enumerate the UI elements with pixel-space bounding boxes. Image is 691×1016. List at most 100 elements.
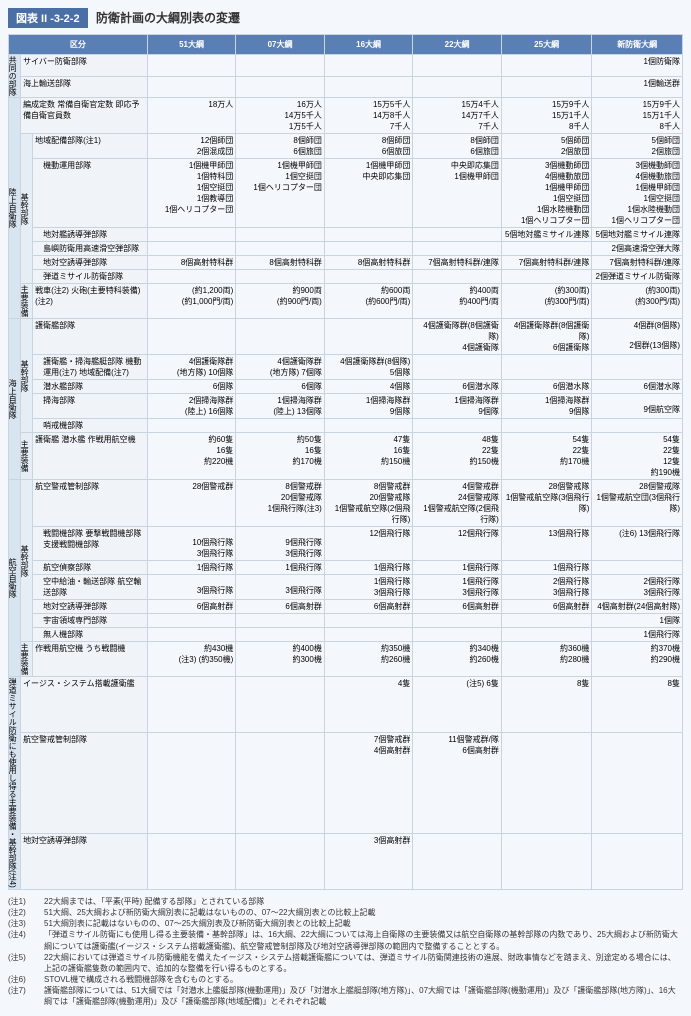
row-label: 航空偵察部隊 [33,561,148,575]
sub-soubi: 主要装備 [21,642,33,677]
data-cell: 8個師団 6個旅団 [236,134,325,159]
note-tag: (注4) [8,929,44,951]
data-cell [236,628,325,642]
data-cell: 1個飛行隊 3個飛行隊 [413,575,502,600]
data-cell: 1個機甲師団 1個特科団 1個空挺団 1個教導団 1個ヘリコプター団 [147,159,236,228]
sub-kikan: 基幹部隊 [21,134,33,284]
data-cell: 2個飛行隊 3個飛行隊 [592,575,683,600]
table-row: 弾道ミサイル防衛部隊2個弾道ミサイル防衛隊 [9,270,683,284]
table-row: 海上輸送部隊1個輸送群 [9,76,683,98]
table-row: 島嶼防衛用高速滑空弾部隊2個高速滑空弾大隊 [9,242,683,256]
col-51: 51大綱 [147,35,236,55]
table-row: 潜水艦部隊6個隊6個隊4個隊6個潜水隊6個潜水隊6個潜水隊 [9,380,683,394]
figure-label: 図表 II -3-2-2 [8,8,88,28]
branch-joint: 共同の部隊 [9,55,21,98]
data-cell [147,419,236,433]
data-cell [501,628,592,642]
data-cell: 5個地対艦ミサイル連隊 [592,228,683,242]
col-new: 新防衛大綱 [592,35,683,55]
note-line: (注7)護衛艦部隊については、51大綱では「対潜水上艦艇部隊(機動運用)」及び「… [8,985,683,1007]
data-cell [501,833,592,889]
col-07: 07大綱 [236,35,325,55]
note-line: (注6)STOVL機で構成される戦闘機部隊を含むものとする。 [8,974,683,985]
figure-title: 防衛計画の大綱別表の変遷 [96,9,240,26]
data-cell: 11個警戒群/隊 6個高射群 [413,733,502,833]
data-cell: 1個掃海隊群 9個隊 [413,394,502,419]
note-line: (注5)22大綱においては弾道ミサイル防衛機能を備えたイージス・システム搭載護衛… [8,952,683,974]
data-cell: 16万人 14万5千人 1万5千人 [236,98,325,134]
row-label: 地対空誘導弾部隊 [33,256,148,270]
note-tag: (注5) [8,952,44,974]
data-cell: 6個高射群 [324,600,413,614]
data-cell: 5個師団 2個旅団 [501,134,592,159]
row-label: イージス・システム搭載護衛艦 [21,677,148,733]
data-cell: 4隻 [324,677,413,733]
data-cell [592,561,683,575]
sub-soubi: 主要装備 [21,284,33,319]
row-label: 地対艦誘導弾部隊 [33,228,148,242]
table-row: 主要装備護衛艦 潜水艦 作戦用航空機約60隻 16隻 約220機約50隻 16隻… [9,433,683,480]
data-cell: 47隻 16隻 約150機 [324,433,413,480]
data-cell: 1個飛行隊 [324,561,413,575]
data-cell: 18万人 [147,98,236,134]
note-tag: (注3) [8,918,44,929]
data-cell: 4個隊 [324,380,413,394]
data-cell: 約400両 約400門/両 [413,284,502,319]
data-cell: 中央即応集団 1個機甲師団 [413,159,502,228]
data-cell [147,55,236,77]
note-line: (注3)51大綱別表に記載はないものの、07〜25大綱別表及び新防衛大綱別表との… [8,918,683,929]
data-cell [236,319,325,355]
data-cell: 13個飛行隊 [501,527,592,561]
data-cell: 54隻 22隻 約170機 [501,433,592,480]
data-cell: 12個師団 2個混成団 [147,134,236,159]
table-row: 戦闘機部隊 要撃戦闘機部隊 支援戦闘機部隊 10個飛行隊 3個飛行隊 9個飛行隊… [9,527,683,561]
data-cell [413,614,502,628]
table-row: 地対空誘導弾部隊8個高射特科群8個高射特科群8個高射特科群7個高射特科群/連隊7… [9,256,683,270]
data-cell: 2個高速滑空弾大隊 [592,242,683,256]
data-cell [413,833,502,889]
table-row: 哨戒機部隊 [9,419,683,433]
data-cell: 約340機 約260機 [413,642,502,677]
row-label: 掃海部隊 [33,394,148,419]
data-cell [324,614,413,628]
row-label: 地対空誘導弾部隊 [21,833,148,889]
data-cell: 1個飛行隊 3個飛行隊 [324,575,413,600]
data-cell [147,228,236,242]
data-cell: 8個警戒群 20個警戒隊 1個警戒航空隊(2個飛行隊) [324,480,413,527]
data-cell: 約900両 (約900門/両) [236,284,325,319]
data-cell [147,242,236,256]
table-row: 航空自衛隊基幹部隊航空警戒管制部隊28個警戒群8個警戒群 20個警戒隊 1個飛行… [9,480,683,527]
data-cell: 約370機 約290機 [592,642,683,677]
data-cell [147,319,236,355]
data-cell: 1個飛行隊 [501,561,592,575]
data-cell: 4個護衛隊群(8個護衛隊) 4個護衛隊 [413,319,502,355]
table-row: 弾道ミサイル防衛にも使用し得る主要装備・基幹部隊(注4)イージス・システム搭載護… [9,677,683,733]
notes-block: (注1)22大綱までは、「平素(平時) 配備する部隊」とされている部隊(注2)5… [8,896,683,1008]
data-cell [324,319,413,355]
data-cell: 約50隻 16隻 約170機 [236,433,325,480]
col-22: 22大綱 [413,35,502,55]
data-cell: 1個防衛隊 [592,55,683,77]
note-text: 護衛艦部隊については、51大綱では「対潜水上艦艇部隊(機動運用)」及び「対潜水上… [44,985,683,1007]
data-cell: 1個輸送群 [592,76,683,98]
data-cell [501,242,592,256]
data-cell: 6個潜水隊 [592,380,683,394]
data-cell [147,677,236,733]
row-label: 機動運用部隊 [33,159,148,228]
row-label: 潜水艦部隊 [33,380,148,394]
data-cell: 28個警戒隊 1個警戒航空団(3個飛行隊) [592,480,683,527]
note-line: (注1)22大綱までは、「平素(平時) 配備する部隊」とされている部隊 [8,896,683,907]
data-cell [413,242,502,256]
row-label: サイバー防衛部隊 [21,55,148,77]
data-cell [147,833,236,889]
data-cell: (約1,200両) (約1,000門/両) [147,284,236,319]
data-cell: 8個高射特科群 [324,256,413,270]
row-label: 編成定数 常備自衛官定数 即応予備自衛官員数 [21,98,148,134]
data-cell [501,55,592,77]
row-label: 地対空誘導弾部隊 [33,600,148,614]
data-cell: 3個高射群 [324,833,413,889]
data-cell: 12個飛行隊 [413,527,502,561]
data-cell: 8個師団 6個旅団 [324,134,413,159]
row-label: 作戦用航空機 うち戦闘機 [33,642,148,677]
figure-header: 図表 II -3-2-2 防衛計画の大綱別表の変遷 [8,8,683,28]
